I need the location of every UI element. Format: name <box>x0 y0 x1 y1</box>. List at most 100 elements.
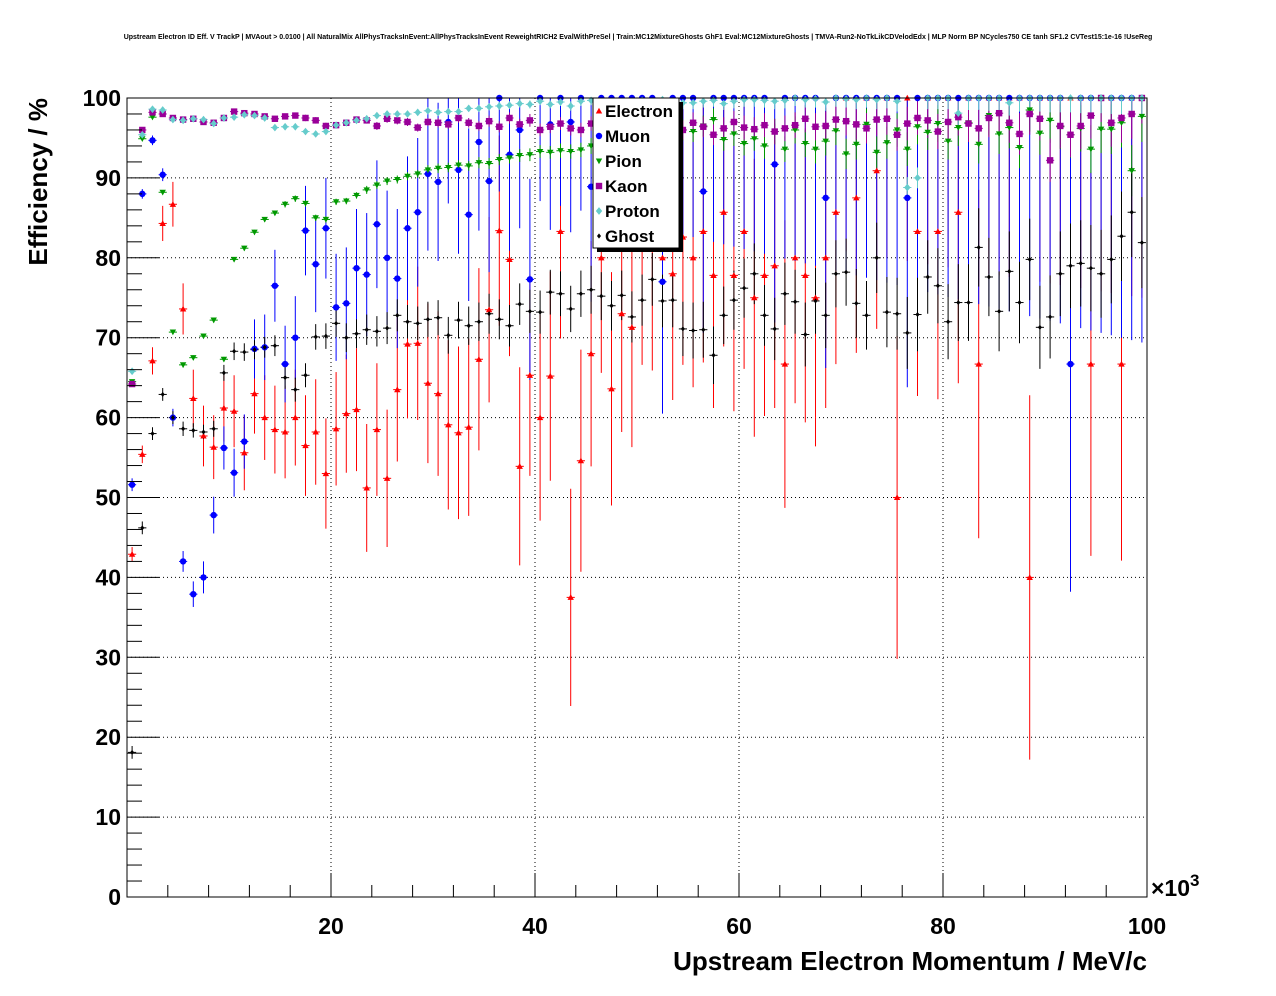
kaon-point <box>434 119 442 126</box>
ghost-point <box>986 274 991 280</box>
electron-point <box>475 356 483 362</box>
ghost-point <box>527 308 532 314</box>
pion-point <box>373 182 381 189</box>
ghost-point <box>925 274 930 280</box>
y-tick-label: 10 <box>95 804 121 830</box>
ghost-point <box>262 344 267 350</box>
proton-point <box>261 114 268 122</box>
proton-point <box>465 104 472 113</box>
electron-point <box>445 421 452 428</box>
kaon-point <box>893 131 901 138</box>
electron-point <box>322 470 330 477</box>
kaon-point <box>710 131 717 138</box>
kaon-point <box>557 120 564 127</box>
muon-point <box>149 137 156 144</box>
electron-point <box>557 228 564 234</box>
pion-point <box>924 129 931 136</box>
muon-point <box>179 558 187 565</box>
electron-point <box>159 220 166 227</box>
proton-point <box>536 97 544 106</box>
pion-point <box>740 140 748 147</box>
x-axis-label: Upstream Electron Momentum / MeV/c <box>673 946 1147 976</box>
ghost-point <box>650 276 655 282</box>
pion-point <box>567 148 574 155</box>
kaon-point <box>995 109 1003 117</box>
pion-point <box>883 140 891 146</box>
electron-point <box>179 305 187 312</box>
pion-point <box>720 136 727 143</box>
muon-point <box>414 209 421 216</box>
kaon-point <box>526 117 534 124</box>
legend-marker-muon <box>595 132 603 140</box>
pion-point <box>1016 144 1023 151</box>
ghost-point <box>415 320 420 326</box>
legend-entry-kaon: Kaon <box>605 177 648 196</box>
pion-point <box>241 245 248 252</box>
pion-point <box>465 163 472 170</box>
ghost-point <box>1058 271 1063 277</box>
electron-point <box>292 414 299 421</box>
ghost-point <box>436 315 441 321</box>
pion-point <box>557 148 564 154</box>
electron-point <box>720 209 727 215</box>
proton-point <box>842 94 850 103</box>
proton-point <box>955 109 962 118</box>
ghost-point <box>844 269 849 275</box>
kaon-point <box>1016 130 1023 138</box>
proton-point <box>312 130 319 138</box>
ghost-point <box>395 312 400 318</box>
ghost-point <box>1088 265 1093 271</box>
kaon-point <box>1108 119 1115 126</box>
electron-point <box>608 385 615 392</box>
kaon-point <box>924 117 931 124</box>
ghost-point <box>895 311 900 317</box>
pion-point <box>944 138 952 145</box>
data-markers <box>128 94 1146 755</box>
pion-point <box>312 215 319 222</box>
kaon-point <box>883 115 891 122</box>
electron-point <box>485 306 493 313</box>
kaon-point <box>853 121 860 128</box>
electron-point <box>771 262 778 269</box>
electron-point <box>740 228 748 234</box>
electron-point <box>200 432 207 439</box>
electron-point <box>373 426 381 433</box>
x-axis-multiplier-base: ×10 <box>1151 875 1190 901</box>
proton-point <box>230 113 238 122</box>
muon-point <box>700 188 707 195</box>
pion-point <box>1026 107 1033 114</box>
pion-point <box>190 355 197 361</box>
ghost-point <box>731 297 736 303</box>
legend-entry-proton: Proton <box>605 202 660 221</box>
proton-point <box>516 99 523 108</box>
proton-point <box>159 106 166 114</box>
ghost-point <box>691 327 696 334</box>
electron-point <box>761 272 768 278</box>
kaon-point <box>761 121 768 129</box>
kaon-point <box>1118 114 1125 122</box>
electron-point <box>577 457 585 464</box>
pion-point <box>802 140 809 147</box>
y-tick-label: 100 <box>83 85 121 111</box>
ghost-point <box>1007 268 1012 274</box>
pion-point <box>914 124 921 130</box>
kaon-point <box>475 122 483 130</box>
electron-point <box>383 475 391 481</box>
electron-point <box>812 294 819 301</box>
kaon-point <box>536 126 544 134</box>
electron-point <box>404 340 411 347</box>
ghost-point <box>823 312 828 318</box>
pion-point <box>353 192 360 199</box>
legend-entry-muon: Muon <box>605 127 650 146</box>
muon-point <box>424 170 432 178</box>
muon-point <box>302 227 309 234</box>
pion-point <box>455 162 462 169</box>
ghost-point <box>252 347 257 353</box>
kaon-point <box>873 116 880 123</box>
ghost-point <box>568 306 573 312</box>
electron-point <box>414 340 421 346</box>
electron-point <box>363 484 370 491</box>
pion-point <box>536 148 544 155</box>
proton-point <box>363 114 370 123</box>
y-tick-label: 20 <box>95 724 121 750</box>
